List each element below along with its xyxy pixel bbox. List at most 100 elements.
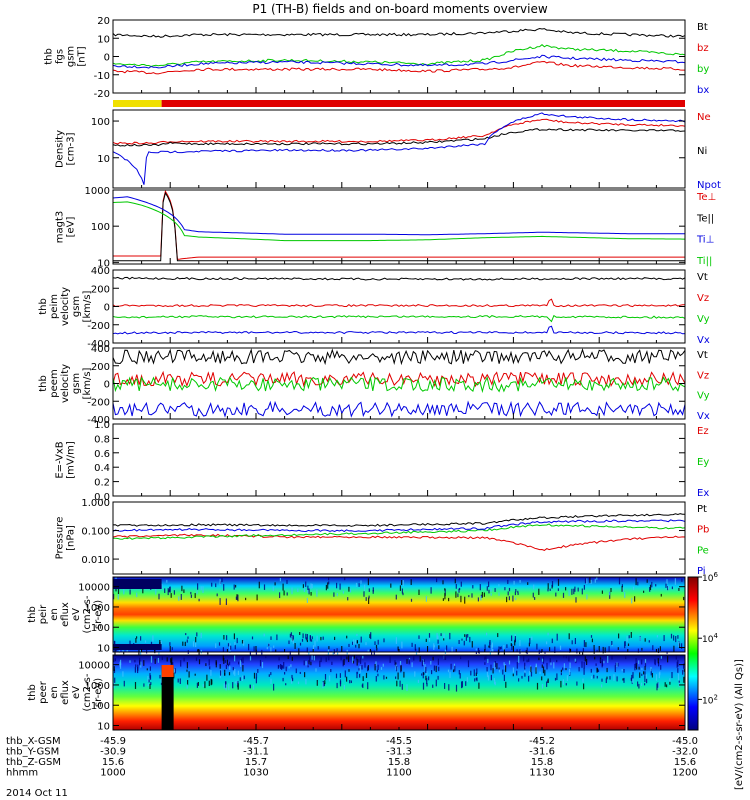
- ylabel-peim-velocity-3: gsm: [71, 296, 82, 317]
- legend-peim-velocity-3: Vx: [697, 335, 710, 346]
- ylabel-peer-spectrogram-1: peer: [38, 680, 49, 704]
- panel-peem-velocity: Vt Vz Vy Vx -400 -200 0 200 400 thb peem velocity gs…: [38, 344, 710, 426]
- ytick-peim-velocity-0: -400: [87, 339, 110, 350]
- ytick-peim-velocity-2: 0: [104, 303, 110, 314]
- ytick-efield-2: 0.4: [94, 463, 110, 474]
- ylabel-peer-spectrogram-5: (cm2-s-: [82, 673, 93, 711]
- axis-row-3-value-0: 1000: [100, 768, 125, 779]
- ytick-pressure-2: 1.000: [81, 498, 110, 509]
- ylabel-peer-spectrogram-0: thb: [27, 684, 38, 701]
- axis-row-0-value-3: -45.2: [529, 736, 555, 747]
- mode-bar: [113, 100, 685, 107]
- legend-peem-velocity-0: Vt: [697, 350, 708, 361]
- ytick-density-0: 10: [97, 154, 110, 165]
- ytick-density-1: 100: [91, 117, 110, 128]
- panel-pressure: Pt Pb Pe Pi 0.010 0.100 1.000 Pressure [nPa]: [55, 498, 710, 577]
- legend-peem-velocity-1: Vz: [697, 370, 709, 381]
- ytick-fgs-1: -10: [94, 71, 110, 82]
- axis-row-0-value-2: -45.5: [386, 736, 412, 747]
- axis-row-1-value-2: -31.3: [386, 747, 412, 758]
- series-density-2: [112, 112, 686, 185]
- colorbar-gradient: [687, 576, 699, 731]
- cb-tick-0: 102: [702, 693, 718, 706]
- series-peem-velocity-1: [112, 370, 686, 388]
- legend-efield-0: Ez: [697, 426, 709, 437]
- ylabel-peem-velocity-1: peem: [49, 369, 60, 397]
- series-pressure-0: [112, 513, 685, 527]
- ytick-peem-velocity-2: 0: [104, 380, 110, 391]
- ylabel-density-0: Density: [55, 130, 66, 168]
- legend-pressure-0: Pt: [697, 504, 707, 515]
- axis-row-label-3: hhmm: [6, 768, 38, 779]
- series-peim-velocity-0: [112, 276, 686, 281]
- ytick-temperature-2: 1000: [85, 186, 110, 197]
- ylabel-peer-spectrogram-4: eV: [71, 686, 82, 699]
- ylabel-pressure-0: Pressure: [55, 517, 66, 560]
- ylabel-peim-velocity-4: [km/s]: [82, 290, 93, 322]
- panel-density: Ne Ni Npot 10 100 Density [cm-3]: [55, 109, 721, 191]
- axis-row-1-value-1: -31.1: [243, 747, 269, 758]
- series-peem-velocity-2: [112, 376, 686, 394]
- legend-fgs-2: by: [697, 64, 709, 75]
- ylabel-peer-spectrogram-6: sr-eV): [93, 678, 104, 707]
- series-pressure-2: [112, 523, 686, 540]
- spectrogram-image: [113, 577, 685, 652]
- ylabel-peem-velocity-4: [km/s]: [82, 367, 93, 399]
- ytick-peem-velocity-0: -400: [87, 415, 110, 426]
- legend-pressure-2: Pe: [697, 545, 709, 556]
- ytick-peim-velocity-3: 200: [91, 284, 110, 295]
- ylabel-peim-velocity-0: thb: [38, 298, 49, 315]
- ylabel-peem-velocity-0: thb: [38, 375, 49, 392]
- axis-row-1-value-3: -31.6: [529, 747, 555, 758]
- legend-pressure-3: Pi: [697, 566, 706, 577]
- ylabel-peem-velocity-2: velocity: [60, 364, 71, 403]
- ylabel-pressure-1: [nPa]: [66, 525, 77, 551]
- legend-peim-velocity-1: Vz: [697, 293, 709, 304]
- legend-efield-1: Ey: [697, 457, 709, 468]
- time-axis: thb_X-GSM -45.9 -45.7 -45.5 -45.2 -45.0 thb_Y-…: [6, 736, 698, 779]
- ylabel-efield-0: E=-VxB: [55, 441, 66, 478]
- ylabel-efield-1: [mV/m]: [66, 441, 77, 479]
- legend-peem-velocity-3: Vx: [697, 411, 710, 422]
- panel-peim-velocity: Vt Vz Vy Vx -400 -200 0 200 400 thb peim velocity gs…: [38, 266, 710, 350]
- axis-row-2-value-4: 15.6: [674, 757, 696, 768]
- ytick-fgs-3: 10: [97, 34, 110, 45]
- series-pressure-1: [112, 533, 686, 551]
- axis-row-2-value-0: 15.6: [102, 757, 124, 768]
- ytick-pressure-0: 0.010: [81, 555, 110, 566]
- ylabel-peir-spectrogram-5: (cm2-s-: [82, 595, 93, 633]
- ytick-efield-0: 0.0: [94, 492, 110, 503]
- series-fgs-0: [112, 27, 686, 38]
- ytick-peer-spectrogram-1: 100: [91, 701, 110, 712]
- legend-density-0: Ne: [697, 112, 711, 123]
- panel-frame: [112, 19, 686, 94]
- axis-row-label-0: thb_X-GSM: [6, 736, 61, 747]
- legend-fgs-0: Bt: [697, 22, 708, 33]
- panel-frame: [112, 501, 686, 575]
- ytick-temperature-0: 10: [97, 258, 110, 269]
- series-peem-velocity-0: [112, 348, 686, 366]
- panel-efield: Ez Ey Ex 0.0 0.2 0.4 0.6 0.8 1.0 E=-VxB [mV/m]: [55, 420, 710, 503]
- date-label: 2014 Oct 11: [6, 788, 68, 799]
- legend-temperature-3: Ti||: [696, 256, 712, 267]
- legend-fgs-3: bx: [697, 85, 709, 96]
- ytick-peem-velocity-4: 400: [91, 344, 110, 355]
- ylabel-peir-spectrogram-6: sr-eV): [93, 600, 104, 629]
- ylabel-peir-spectrogram-1: peir: [38, 604, 49, 624]
- series-peim-velocity-1: [112, 298, 685, 308]
- ylabel-peim-velocity-1: peim: [49, 294, 60, 319]
- series-temperature-1: [113, 191, 685, 262]
- ytick-pressure-1: 0.100: [81, 527, 110, 538]
- legend-peem-velocity-2: Vy: [697, 391, 710, 402]
- series-peim-velocity-3: [112, 325, 686, 335]
- panel-frame: [112, 423, 686, 497]
- ytick-fgs-2: 0: [104, 53, 110, 64]
- panel-peer-spectrogram: 10 100 1000 10000 thb peer en eflux eV (cm2-s-sr-…: [27, 654, 686, 733]
- ylabel-peir-spectrogram-2: en: [49, 608, 60, 621]
- ytick-peim-velocity-4: 400: [91, 266, 110, 277]
- ytick-peir-spectrogram-0: 10: [97, 644, 110, 655]
- panel-fgs: Bt bz by bx -20 -10 0 10 20 thb fgs gsm [nT]: [44, 16, 710, 100]
- ytick-peim-velocity-1: -200: [87, 321, 110, 332]
